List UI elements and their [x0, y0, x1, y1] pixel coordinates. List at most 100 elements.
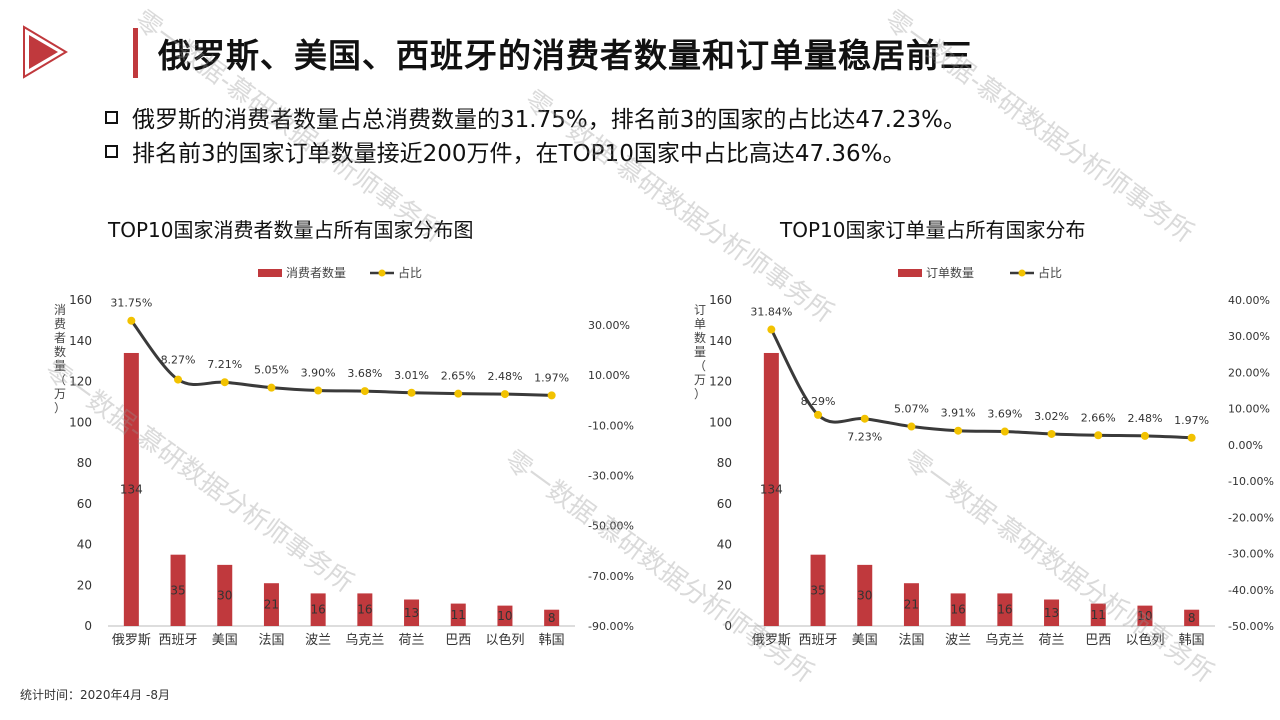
legend-line-label: 占比	[1038, 265, 1062, 280]
bar-value-label: 16	[997, 603, 1012, 617]
y-tick-label: 40	[77, 538, 92, 552]
y-tick-label: 0	[724, 619, 732, 633]
y2-tick-label: 40.00%	[1228, 294, 1270, 307]
share-value-label: 7.21%	[207, 358, 242, 371]
share-point	[547, 391, 556, 400]
y-tick-label: 80	[717, 456, 732, 470]
bar-value-label: 8	[1188, 611, 1196, 625]
share-value-label: 8.29%	[801, 395, 836, 408]
x-tick-label: 法国	[258, 633, 284, 648]
share-value-label: 3.69%	[987, 408, 1022, 421]
share-point	[267, 383, 276, 392]
x-tick-label: 波兰	[945, 633, 971, 648]
bar	[950, 593, 966, 626]
bar	[1137, 605, 1153, 626]
x-tick-label: 荷兰	[1039, 633, 1065, 648]
y-tick-label: 0	[84, 619, 92, 633]
y-axis-title-char: 数	[54, 344, 66, 359]
y-axis-title-char: 订	[694, 303, 706, 317]
legend-bar-swatch	[898, 269, 922, 277]
y-tick-label: 140	[709, 334, 732, 348]
share-point	[500, 390, 509, 399]
y-tick-label: 20	[717, 578, 732, 592]
square-bullet-icon	[105, 144, 118, 158]
share-point	[407, 388, 416, 397]
y-tick-label: 120	[709, 375, 732, 389]
y2-tick-label: -30.00%	[588, 470, 634, 483]
bar	[997, 593, 1013, 626]
share-point	[1000, 427, 1009, 436]
share-value-label: 5.07%	[894, 403, 929, 416]
bullet-text: 排名前3的国家订单数量接近200万件，在TOP10国家中占比高达47.36%。	[132, 141, 906, 167]
share-point	[454, 389, 463, 398]
share-value-label: 31.75%	[110, 297, 152, 310]
share-value-label: 3.01%	[394, 369, 429, 382]
y-axis-title-char: 万	[694, 373, 706, 387]
bar	[544, 609, 560, 626]
share-point	[860, 414, 869, 423]
y-tick-label: 80	[77, 456, 92, 470]
bar-value-label: 134	[760, 482, 783, 496]
legend-bar-swatch	[258, 269, 282, 277]
chart-title: TOP10国家订单量占所有国家分布	[780, 218, 1086, 242]
share-value-label: 7.23%	[847, 431, 882, 444]
x-tick-label: 韩国	[539, 633, 565, 648]
bar-value-label: 11	[1091, 608, 1106, 622]
order-count-chart: 订单数量 占比020406080100120140160订单数量（万）-50.00…	[694, 265, 1274, 648]
bar-value-label: 10	[1137, 609, 1152, 623]
share-point	[127, 316, 136, 325]
share-value-label: 2.48%	[487, 370, 522, 383]
x-tick-label: 以色列	[1125, 632, 1164, 648]
bar-value-label: 13	[404, 606, 419, 620]
title-accent-bar	[133, 28, 138, 78]
bar	[404, 599, 420, 626]
share-point	[907, 422, 916, 431]
y-tick-label: 100	[709, 415, 732, 429]
bar-value-label: 16	[311, 603, 326, 617]
y2-tick-label: 10.00%	[588, 369, 630, 382]
y2-tick-label: -50.00%	[588, 520, 634, 533]
bar-value-label: 35	[170, 583, 185, 597]
bar-value-label: 35	[810, 583, 825, 597]
bar-value-label: 16	[357, 603, 372, 617]
y-tick-label: 20	[77, 578, 92, 592]
share-point	[360, 387, 369, 396]
share-point	[314, 386, 323, 395]
share-value-label: 3.91%	[941, 407, 976, 420]
bar	[857, 564, 873, 626]
y-tick-label: 60	[77, 497, 92, 511]
y-tick-label: 60	[717, 497, 732, 511]
y2-tick-label: -70.00%	[588, 570, 634, 583]
y2-tick-label: -50.00%	[1228, 620, 1274, 633]
bar	[263, 583, 279, 626]
bullet-text: 俄罗斯的消费者数量占总消费数量的31.75%，排名前3的国家的占比达47.23%…	[132, 107, 967, 133]
share-line	[130, 319, 552, 397]
bar	[1090, 603, 1106, 626]
bar-value-label: 30	[217, 588, 232, 602]
bar-value-label: 21	[904, 598, 919, 612]
bar	[123, 352, 139, 626]
bullet-point: 俄罗斯的消费者数量占总消费数量的31.75%，排名前3的国家的占比达47.23%…	[105, 100, 966, 134]
share-value-label: 3.90%	[301, 367, 336, 380]
share-value-label: 1.97%	[1174, 414, 1209, 427]
x-tick-label: 波兰	[305, 633, 331, 648]
y-tick-label: 40	[717, 538, 732, 552]
share-value-label: 1.97%	[534, 371, 569, 384]
share-point	[767, 325, 776, 334]
x-tick-label: 巴西	[445, 633, 471, 648]
bar-value-label: 11	[451, 608, 466, 622]
bar	[903, 583, 919, 626]
x-tick-label: 法国	[898, 633, 924, 648]
y-axis-title-char: 万	[54, 387, 66, 401]
share-value-label: 3.68%	[347, 367, 382, 380]
y2-tick-label: -10.00%	[588, 419, 634, 432]
bar	[450, 603, 466, 626]
share-value-label: 2.66%	[1081, 411, 1116, 424]
y-axis-title-char: ）	[694, 387, 706, 401]
x-tick-label: 西班牙	[799, 633, 838, 648]
y2-tick-label: 30.00%	[588, 319, 630, 332]
y2-tick-label: -30.00%	[1228, 548, 1274, 561]
share-point	[174, 375, 183, 384]
share-value-label: 8.27%	[161, 354, 196, 367]
y-axis-title-char: 费	[54, 317, 66, 331]
